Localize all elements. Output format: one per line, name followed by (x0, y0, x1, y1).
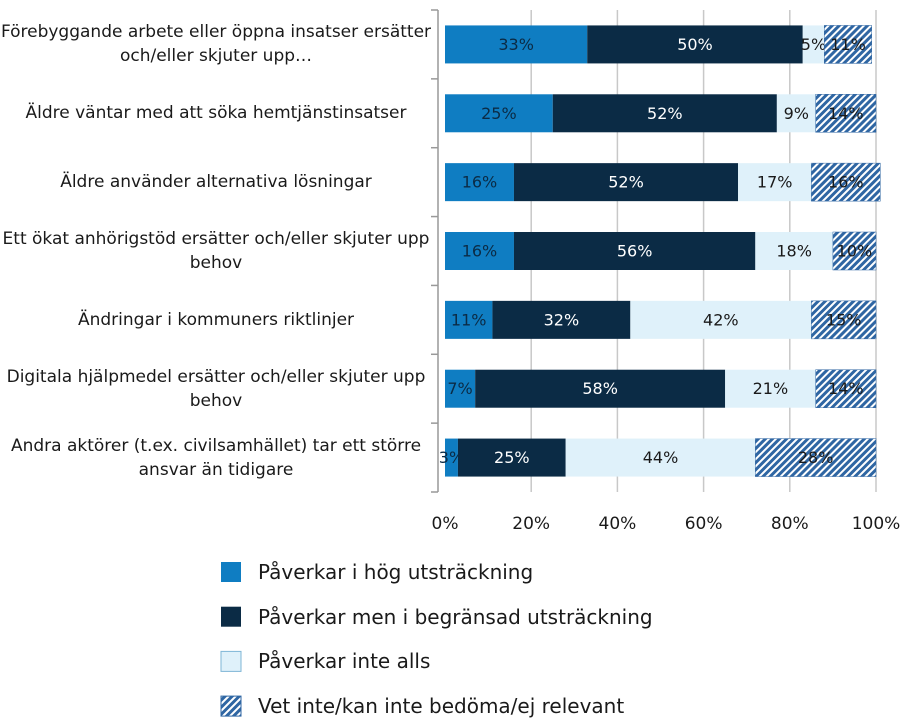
bar-segment (811, 162, 881, 202)
data-label: 16% (462, 242, 498, 261)
bar-segment (815, 369, 877, 408)
data-label: 16% (462, 173, 498, 192)
data-label: 10% (837, 242, 873, 261)
bar-segment (587, 25, 803, 64)
bar-segment (445, 369, 476, 408)
bar-segment (445, 232, 514, 270)
data-label: 16% (828, 173, 864, 192)
x-tick-label: 0% (432, 514, 459, 534)
x-tick-label: 80% (771, 514, 809, 534)
data-label: 25% (494, 448, 530, 467)
bar-segment (552, 94, 777, 133)
category-label: Äldre väntar med att söka hemtjänstinsat… (25, 103, 407, 124)
bar-segment (445, 163, 514, 202)
bar-segment (725, 369, 816, 408)
data-label: 52% (647, 104, 683, 123)
data-label: 33% (498, 35, 534, 54)
data-label: 52% (608, 173, 644, 192)
data-label: 9% (784, 104, 809, 123)
legend-swatch (220, 695, 242, 717)
bar-segment (630, 300, 812, 339)
bar-segment (811, 300, 877, 340)
data-label: 14% (828, 379, 864, 398)
data-label: 56% (617, 242, 653, 261)
bar-segment (492, 300, 631, 339)
data-label: 21% (753, 379, 789, 398)
data-label: 14% (828, 104, 864, 123)
category-label: Förebyggande arbete eller öppna insatser… (0, 22, 432, 67)
data-label: 17% (757, 173, 793, 192)
data-label: 15% (826, 310, 862, 329)
category-label: Äldre använder alternativa lösningar (60, 172, 372, 193)
category-label: Digitala hjälpmedel ersätter och/eller s… (6, 366, 426, 411)
data-label: 25% (481, 104, 517, 123)
legend-swatch (221, 606, 241, 627)
bar-segment (513, 163, 739, 202)
data-label: 50% (677, 35, 713, 54)
x-tick-label: 100% (852, 514, 901, 534)
x-tick-label: 40% (599, 514, 637, 534)
legend-label: Påverkar inte alls (258, 649, 431, 674)
data-label: 32% (544, 310, 580, 329)
data-label: 44% (643, 448, 679, 467)
data-label: 18% (776, 242, 812, 261)
x-tick-label: 20% (512, 514, 550, 534)
bar-segment (445, 94, 553, 133)
bar-segment (815, 94, 877, 133)
bar-segment (565, 438, 756, 477)
bar-segment (832, 231, 877, 271)
legend-label: Påverkar i hög utsträckning (258, 560, 534, 584)
legend-swatch (220, 650, 242, 672)
bar-segment (513, 232, 756, 270)
category-label: Ändringar i kommuners riktlinjer (77, 309, 355, 330)
legend-label: Vet inte/kan inte bedöma/ej relevant (258, 694, 625, 719)
category-label: Ett ökat anhörigstöd ersätter och/eller … (2, 229, 430, 273)
bar-segment (475, 369, 726, 408)
bar-segment (445, 25, 588, 64)
bar-segment (738, 163, 812, 202)
data-label: 7% (447, 379, 472, 398)
legend-label: Påverkar men i begränsad utsträckning (258, 604, 653, 629)
legend-swatch (221, 562, 241, 582)
bar-segment (802, 25, 825, 64)
category-label: Andra aktörer (t.ex. civilsamhället) tar… (10, 435, 422, 480)
bar-segment (776, 94, 816, 133)
bar-segment (445, 438, 458, 477)
data-label: 11% (830, 35, 866, 54)
bar-segment (445, 300, 493, 339)
data-label: 42% (703, 310, 739, 329)
data-label: 28% (798, 448, 834, 467)
bar-segment (755, 438, 877, 477)
bar-segment (457, 438, 566, 477)
data-label: 3% (439, 448, 464, 467)
bar-segment (824, 25, 872, 64)
bar-segment (755, 232, 833, 270)
x-tick-label: 60% (685, 514, 723, 534)
data-label: 11% (451, 310, 487, 329)
data-label: 58% (582, 379, 618, 398)
data-label: 5% (801, 35, 826, 54)
